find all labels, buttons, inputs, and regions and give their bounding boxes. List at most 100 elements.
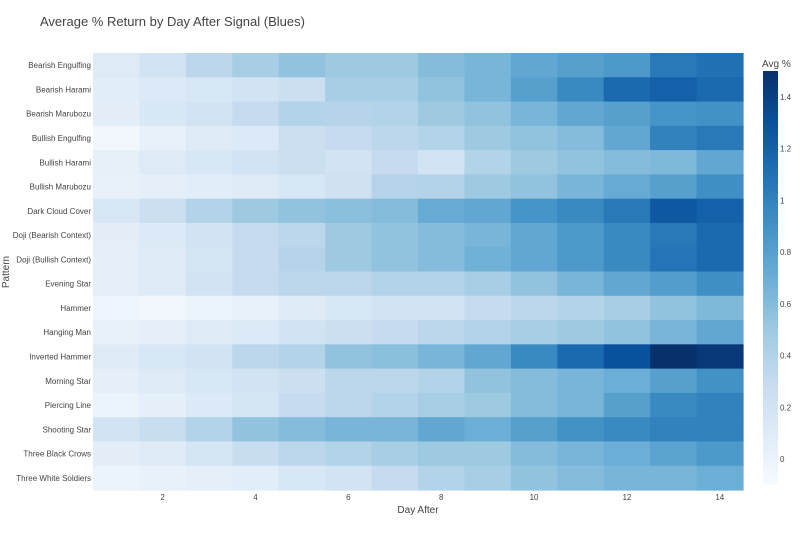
heatmap-cell bbox=[93, 392, 141, 418]
heatmap-cell bbox=[464, 53, 512, 78]
heatmap-cell bbox=[603, 417, 651, 443]
y-tick-label: Morning Star bbox=[45, 377, 91, 386]
heatmap-cell bbox=[185, 77, 233, 103]
y-tick-labels: Bearish Engulfing Bearish Harami Bearish M… bbox=[13, 61, 92, 483]
heatmap-cell bbox=[371, 465, 419, 491]
heatmap-cell bbox=[557, 392, 605, 418]
heatmap-cell bbox=[464, 247, 512, 273]
y-tick-label: Bearish Engulfing bbox=[28, 61, 91, 70]
y-axis-title: Pattern bbox=[1, 256, 12, 288]
heatmap-cell bbox=[232, 344, 280, 370]
heatmap-cell bbox=[696, 271, 744, 297]
heatmap-cell bbox=[650, 271, 698, 297]
heatmap-cell bbox=[603, 320, 651, 345]
heatmap-cell bbox=[557, 344, 605, 370]
heatmap-cell bbox=[93, 295, 141, 321]
heatmap-cell bbox=[650, 174, 698, 200]
heatmap-cell bbox=[510, 465, 558, 491]
heatmap-cell bbox=[278, 295, 326, 321]
heatmap-cell bbox=[325, 174, 373, 200]
heatmap-cell bbox=[603, 344, 651, 370]
x-tick-labels: 2 4 6 8 10 12 14 bbox=[160, 493, 724, 502]
heatmap-cell bbox=[650, 101, 698, 127]
heatmap-cells bbox=[93, 53, 744, 491]
heatmap-cell bbox=[325, 271, 373, 297]
heatmap-cell bbox=[278, 53, 326, 78]
heatmap-cell bbox=[557, 271, 605, 297]
heatmap-cell bbox=[510, 101, 558, 127]
heatmap-cell bbox=[510, 295, 558, 321]
y-tick-label: Doji (Bullish Context) bbox=[16, 255, 91, 264]
heatmap-cell bbox=[139, 295, 187, 321]
heatmap-cell bbox=[325, 247, 373, 273]
heatmap-cell bbox=[696, 222, 744, 248]
heatmap-cell bbox=[232, 174, 280, 200]
heatmap-cell bbox=[278, 368, 326, 394]
heatmap-cell bbox=[418, 368, 466, 394]
heatmap-cell bbox=[510, 247, 558, 273]
heatmap-cell bbox=[650, 125, 698, 151]
heatmap-cell bbox=[185, 295, 233, 321]
y-tick-label: Hammer bbox=[60, 304, 91, 313]
heatmap-cell bbox=[696, 392, 744, 418]
colorbar-tick-label: 0.2 bbox=[780, 403, 792, 412]
heatmap-cell bbox=[464, 320, 512, 345]
y-tick-label: Three Black Crows bbox=[23, 450, 91, 459]
heatmap-cell bbox=[325, 101, 373, 127]
heatmap-cell bbox=[371, 222, 419, 248]
heatmap-cell bbox=[464, 271, 512, 297]
heatmap-cell bbox=[93, 77, 141, 103]
heatmap-cell bbox=[418, 125, 466, 151]
heatmap-cell bbox=[371, 53, 419, 78]
heatmap-cell bbox=[93, 198, 141, 224]
y-tick-label: Bullish Marubozu bbox=[30, 183, 91, 192]
heatmap-cell bbox=[464, 198, 512, 224]
heatmap-cell bbox=[371, 392, 419, 418]
heatmap-cell bbox=[603, 77, 651, 103]
heatmap-cell bbox=[139, 271, 187, 297]
heatmap-cell bbox=[696, 465, 744, 491]
heatmap-cell bbox=[603, 368, 651, 394]
heatmap-cell bbox=[696, 125, 744, 151]
heatmap-cell bbox=[696, 174, 744, 200]
heatmap-cell bbox=[93, 125, 141, 151]
heatmap-cell bbox=[232, 198, 280, 224]
x-tick-label: 8 bbox=[439, 493, 444, 502]
heatmap-cell bbox=[93, 368, 141, 394]
y-tick-label: Hanging Man bbox=[43, 328, 91, 337]
heatmap-cell bbox=[139, 150, 187, 175]
heatmap-cell bbox=[557, 101, 605, 127]
heatmap-cell bbox=[278, 77, 326, 103]
heatmap-cell bbox=[650, 392, 698, 418]
heatmap-cell bbox=[510, 320, 558, 345]
heatmap-cell bbox=[185, 125, 233, 151]
heatmap-cell bbox=[371, 417, 419, 443]
heatmap-cell bbox=[510, 271, 558, 297]
y-tick-label: Inverted Hammer bbox=[29, 352, 91, 361]
heatmap-cell bbox=[185, 150, 233, 175]
heatmap-cell bbox=[278, 392, 326, 418]
heatmap-cell bbox=[371, 441, 419, 467]
heatmap-cell bbox=[603, 150, 651, 175]
heatmap-cell bbox=[325, 320, 373, 345]
heatmap-cell bbox=[603, 198, 651, 224]
heatmap-cell bbox=[325, 53, 373, 78]
heatmap-cell bbox=[139, 247, 187, 273]
heatmap-cell bbox=[603, 53, 651, 78]
heatmap-cell bbox=[371, 344, 419, 370]
heatmap-cell bbox=[557, 53, 605, 78]
x-tick-label: 12 bbox=[622, 493, 631, 502]
heatmap-cell bbox=[696, 77, 744, 103]
heatmap-cell bbox=[185, 465, 233, 491]
colorbar-title: Avg % bbox=[762, 59, 791, 70]
heatmap-cell bbox=[139, 320, 187, 345]
heatmap-cell bbox=[93, 101, 141, 127]
heatmap-cell bbox=[278, 320, 326, 345]
heatmap-cell bbox=[139, 392, 187, 418]
heatmap-cell bbox=[139, 417, 187, 443]
heatmap-cell bbox=[464, 125, 512, 151]
heatmap-cell bbox=[278, 198, 326, 224]
heatmap-cell bbox=[371, 320, 419, 345]
colorbar-tick-label: 1.4 bbox=[780, 93, 792, 102]
